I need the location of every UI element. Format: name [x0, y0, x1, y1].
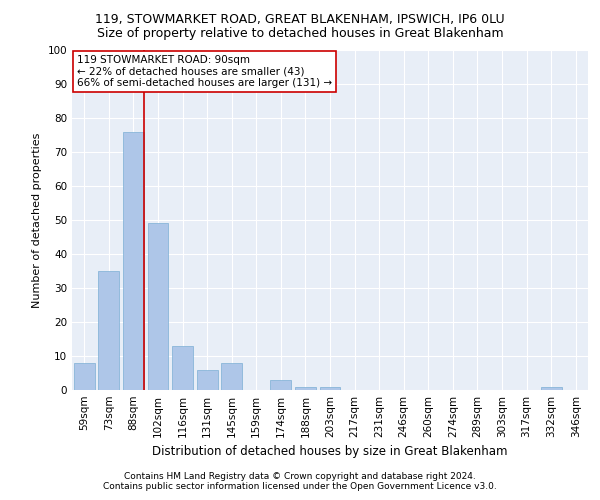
Text: 119, STOWMARKET ROAD, GREAT BLAKENHAM, IPSWICH, IP6 0LU: 119, STOWMARKET ROAD, GREAT BLAKENHAM, I…: [95, 12, 505, 26]
Bar: [123, 132, 144, 390]
Bar: [271, 380, 292, 390]
Text: Contains HM Land Registry data © Crown copyright and database right 2024.: Contains HM Land Registry data © Crown c…: [124, 472, 476, 481]
Y-axis label: Number of detached properties: Number of detached properties: [32, 132, 42, 308]
Bar: [197, 370, 218, 390]
Bar: [295, 386, 316, 390]
Bar: [320, 386, 340, 390]
Bar: [221, 363, 242, 390]
Bar: [74, 363, 95, 390]
Bar: [172, 346, 193, 390]
Bar: [148, 224, 169, 390]
Text: 119 STOWMARKET ROAD: 90sqm
← 22% of detached houses are smaller (43)
66% of semi: 119 STOWMARKET ROAD: 90sqm ← 22% of deta…: [77, 55, 332, 88]
X-axis label: Distribution of detached houses by size in Great Blakenham: Distribution of detached houses by size …: [152, 446, 508, 458]
Bar: [541, 386, 562, 390]
Text: Size of property relative to detached houses in Great Blakenham: Size of property relative to detached ho…: [97, 28, 503, 40]
Bar: [98, 271, 119, 390]
Text: Contains public sector information licensed under the Open Government Licence v3: Contains public sector information licen…: [103, 482, 497, 491]
